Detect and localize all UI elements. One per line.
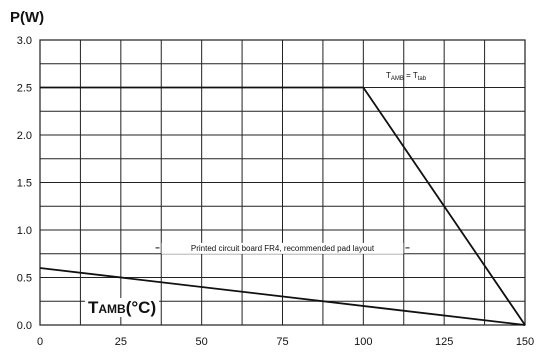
series-line-2 bbox=[39, 267, 526, 326]
x-axis-label: TAMB(°C) bbox=[88, 298, 156, 317]
y-axis-label: P(W) bbox=[10, 9, 44, 26]
y-tick-label: 1.5 bbox=[17, 178, 32, 190]
x-tick-label: 100 bbox=[354, 336, 372, 348]
y-tick-label: 0.5 bbox=[17, 273, 32, 285]
x-tick-label: 50 bbox=[196, 336, 208, 348]
y-tick-label: 0.0 bbox=[17, 320, 32, 332]
x-axis-label-background bbox=[85, 298, 160, 317]
x-tick-label: 125 bbox=[435, 336, 453, 348]
annotation-pcb-label: Printed circuit board FR4, recommended p… bbox=[191, 244, 375, 253]
y-tick-label: 2.0 bbox=[17, 130, 32, 142]
annotation-tamb-equals-ttab: TAMB = Ttab bbox=[386, 71, 427, 82]
series-line-1 bbox=[40, 86, 526, 326]
annotation-pcb-background bbox=[161, 242, 404, 254]
x-tick-label: 75 bbox=[276, 336, 288, 348]
x-tick-label: 0 bbox=[37, 336, 43, 348]
x-tick-label: 25 bbox=[115, 336, 127, 348]
y-tick-label: 1.0 bbox=[17, 225, 32, 237]
y-tick-label: 3.0 bbox=[17, 35, 32, 47]
x-tick-label: 150 bbox=[516, 336, 534, 348]
y-tick-label: 2.5 bbox=[17, 83, 32, 95]
